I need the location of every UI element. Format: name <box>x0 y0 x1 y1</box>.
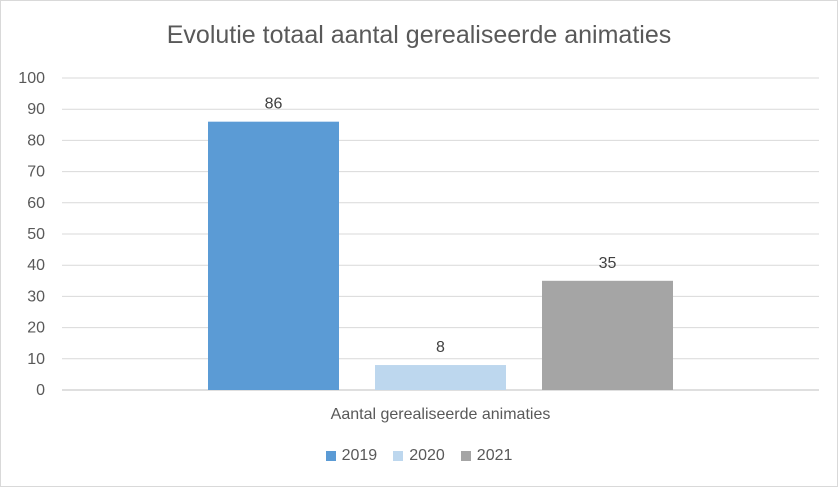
y-tick-label: 70 <box>27 164 45 181</box>
legend-label: 2019 <box>341 447 378 464</box>
bar-2021 <box>542 280 673 390</box>
data-label: 8 <box>436 339 445 356</box>
y-tick-label: 40 <box>27 257 45 274</box>
legend-swatch <box>325 451 336 461</box>
y-tick-label: 80 <box>27 132 45 149</box>
legend-label: 2021 <box>476 447 513 464</box>
bar-2020 <box>375 365 506 390</box>
chart-title: Evolutie totaal aantal gerealiseerde ani… <box>166 21 672 49</box>
y-tick-label: 20 <box>27 320 45 337</box>
x-category-label: Aantal gerealiseerde animaties <box>331 406 551 423</box>
y-tick-label: 10 <box>27 351 45 368</box>
y-tick-label: 30 <box>27 288 45 305</box>
data-label: 86 <box>265 96 283 113</box>
legend-item: 2021 <box>460 447 513 465</box>
y-tick-label: 50 <box>27 226 45 243</box>
legend-swatch <box>460 451 471 461</box>
y-tick-label: 60 <box>27 195 45 212</box>
legend-item: 2020 <box>393 447 445 465</box>
legend-swatch <box>393 451 404 461</box>
bar-2019 <box>208 121 339 391</box>
y-tick-label: 100 <box>18 70 45 87</box>
legend-label: 2020 <box>409 447 445 464</box>
data-label: 35 <box>599 255 617 272</box>
y-tick-label: 0 <box>36 382 45 399</box>
legend-item: 2019 <box>325 447 378 465</box>
y-tick-label: 90 <box>27 101 45 118</box>
chart-legend: 2019 2020 2021 <box>1 447 837 465</box>
